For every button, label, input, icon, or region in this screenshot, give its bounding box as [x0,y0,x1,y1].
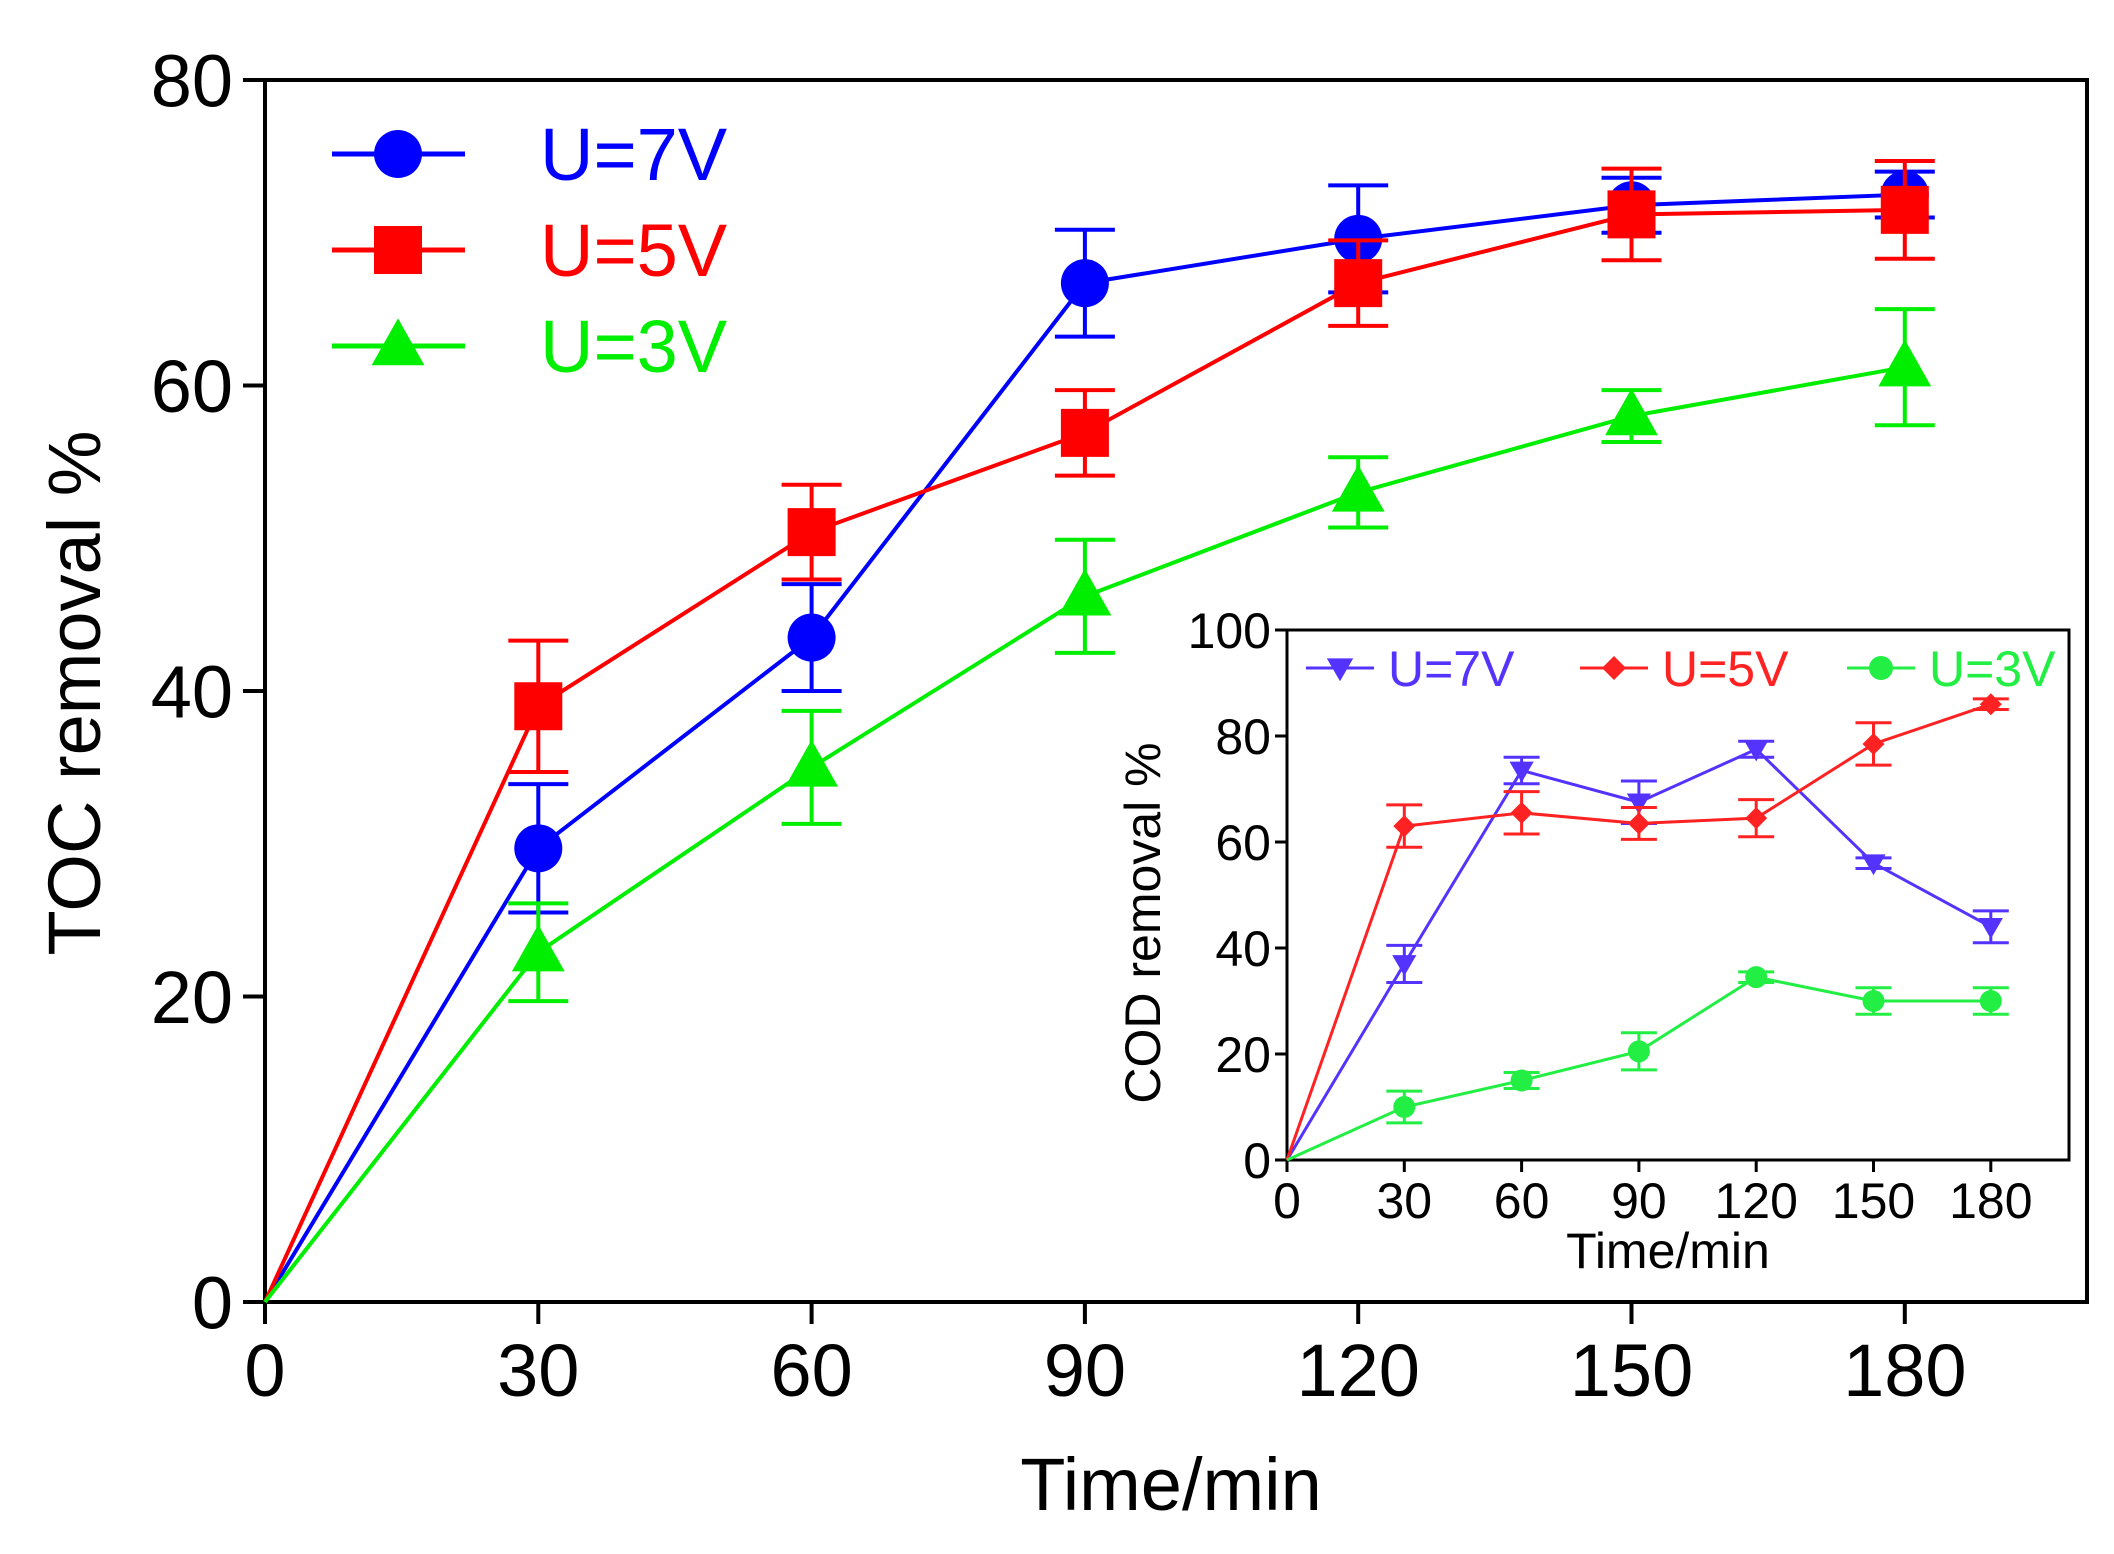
inset-axes: 0 30 60 90 120 150 180 0 20 40 60 80 100 [1188,603,2071,1229]
main-data-point [1058,568,1112,616]
main-data-point [1334,259,1383,308]
main-data-point [514,824,563,873]
main-data-point [787,508,836,557]
main-y-tick-label: 0 [192,1262,233,1345]
inset-series-U=5V [1285,693,2009,1161]
inset-y-tick-label: 100 [1188,603,1271,659]
inset-legend-item-U=7V: U=7V [1306,641,1515,697]
inset-x-tick-label: 0 [1273,1173,1301,1229]
main-legend-item-U=5V: U=5V [332,209,728,292]
main-data-point [785,739,838,787]
main-data-point [1878,339,1932,387]
inset-data-point [1627,812,1650,835]
main-data-point [1607,190,1656,239]
inset-x-tick-label: 90 [1611,1173,1667,1229]
main-x-tick-label: 180 [1843,1329,1966,1412]
inset-legend-marker [1869,656,1893,680]
inset-data-point [1510,801,1533,824]
main-x-tick-label: 30 [497,1329,579,1412]
main-series-U=3V [263,307,1935,1304]
inset-y-tick-label: 80 [1215,709,1271,765]
inset-series-U=7V [1285,739,2009,1161]
main-data-point [1880,185,1929,234]
main-x-axis-label: Time/min [1020,1443,1322,1526]
main-y-tick-label: 40 [151,651,233,734]
main-legend-marker [374,226,422,274]
inset-x-tick-label: 180 [1949,1173,2032,1229]
main-data-point [787,613,836,662]
inset-x-tick-label: 150 [1832,1173,1915,1229]
inset-data-point [1979,990,2002,1012]
inset-data-point [1745,807,1768,830]
inset-x-tick-label: 30 [1376,1173,1432,1229]
inset-data-point [1862,732,1885,755]
inset-chart: 0 30 60 90 120 150 180 0 20 40 60 80 100 U=7V U=5V U=3… [1115,595,2071,1279]
inset-y-axis-label: COD removal % [1115,742,1171,1103]
main-legend-marker [374,130,422,178]
inset-data-point [1392,955,1417,976]
main-data-point [1060,259,1109,308]
inset-data-point [1626,793,1651,815]
inset-data-point [1745,966,1768,989]
inset-legend-label: U=3V [1929,641,2056,697]
main-legend-label: U=5V [540,209,728,292]
inset-legend-marker [1326,658,1354,682]
main-axes: 0 30 60 90 120 150 180 0 20 40 60 80 [151,40,2089,1412]
main-x-tick-label: 60 [770,1329,852,1412]
main-y-axis-label: TOC removal % [33,431,116,956]
main-x-tick-label: 90 [1044,1329,1126,1412]
inset-plot-frame [1285,628,2071,1162]
main-data-point [514,682,563,731]
inset-background [1163,595,2067,1235]
inset-data-point [1744,740,1769,762]
main-legend-marker [371,318,425,366]
inset-data-point [1978,918,2003,939]
inset-data-point [1393,815,1416,838]
inset-legend-item-U=3V: U=3V [1847,641,2056,697]
inset-series-U=3V [1286,966,2009,1162]
inset-y-tick-label: 60 [1215,815,1271,871]
inset-legend-label: U=5V [1662,641,1789,697]
main-x-tick-label: 120 [1296,1329,1419,1412]
inset-data-point [1862,990,1885,1012]
main-data-point [1605,388,1658,436]
inset-legend-item-U=5V: U=5V [1580,641,1789,697]
inset-y-tick-label: 40 [1215,921,1271,977]
main-x-tick-label: 150 [1570,1329,1693,1412]
main-y-tick-label: 60 [151,345,233,428]
inset-data-point [1861,854,1886,876]
inset-data-point [1510,1069,1533,1092]
main-legend-item-U=3V: U=3V [332,305,728,388]
inset-data-point [1627,1040,1650,1063]
main-series [263,158,1935,1304]
inset-data-point [1393,1096,1416,1118]
inset-legend-label: U=7V [1388,641,1515,697]
main-data-point [1060,408,1109,457]
inset-series [1285,693,2009,1162]
main-series-U=5V [263,158,1935,1303]
main-legend-item-U=7V: U=7V [332,113,728,196]
inset-y-tick-label: 20 [1215,1027,1271,1083]
main-chart: 0 30 60 90 120 150 180 0 20 40 60 80 U=7V U=5V U=3V T… [33,40,2089,1526]
inset-y-tick-label: 0 [1243,1133,1271,1189]
inset-data-point [1509,761,1534,783]
inset-x-tick-label: 120 [1714,1173,1797,1229]
main-x-tick-label: 0 [244,1329,285,1412]
inset-legend: U=7V U=5V U=3V [1306,641,2056,697]
main-legend: U=7V U=5V U=3V [332,113,728,388]
inset-x-axis-label: Time/min [1566,1223,1770,1279]
main-legend-label: U=3V [540,305,728,388]
main-data-point [511,924,565,972]
main-data-point [1331,464,1385,512]
main-legend-label: U=7V [540,113,728,196]
inset-legend-marker [1602,656,1626,680]
inset-x-tick-label: 60 [1494,1173,1550,1229]
main-y-tick-label: 20 [151,956,233,1039]
main-y-tick-label: 80 [151,40,233,123]
inset-data-point [1979,693,2002,716]
